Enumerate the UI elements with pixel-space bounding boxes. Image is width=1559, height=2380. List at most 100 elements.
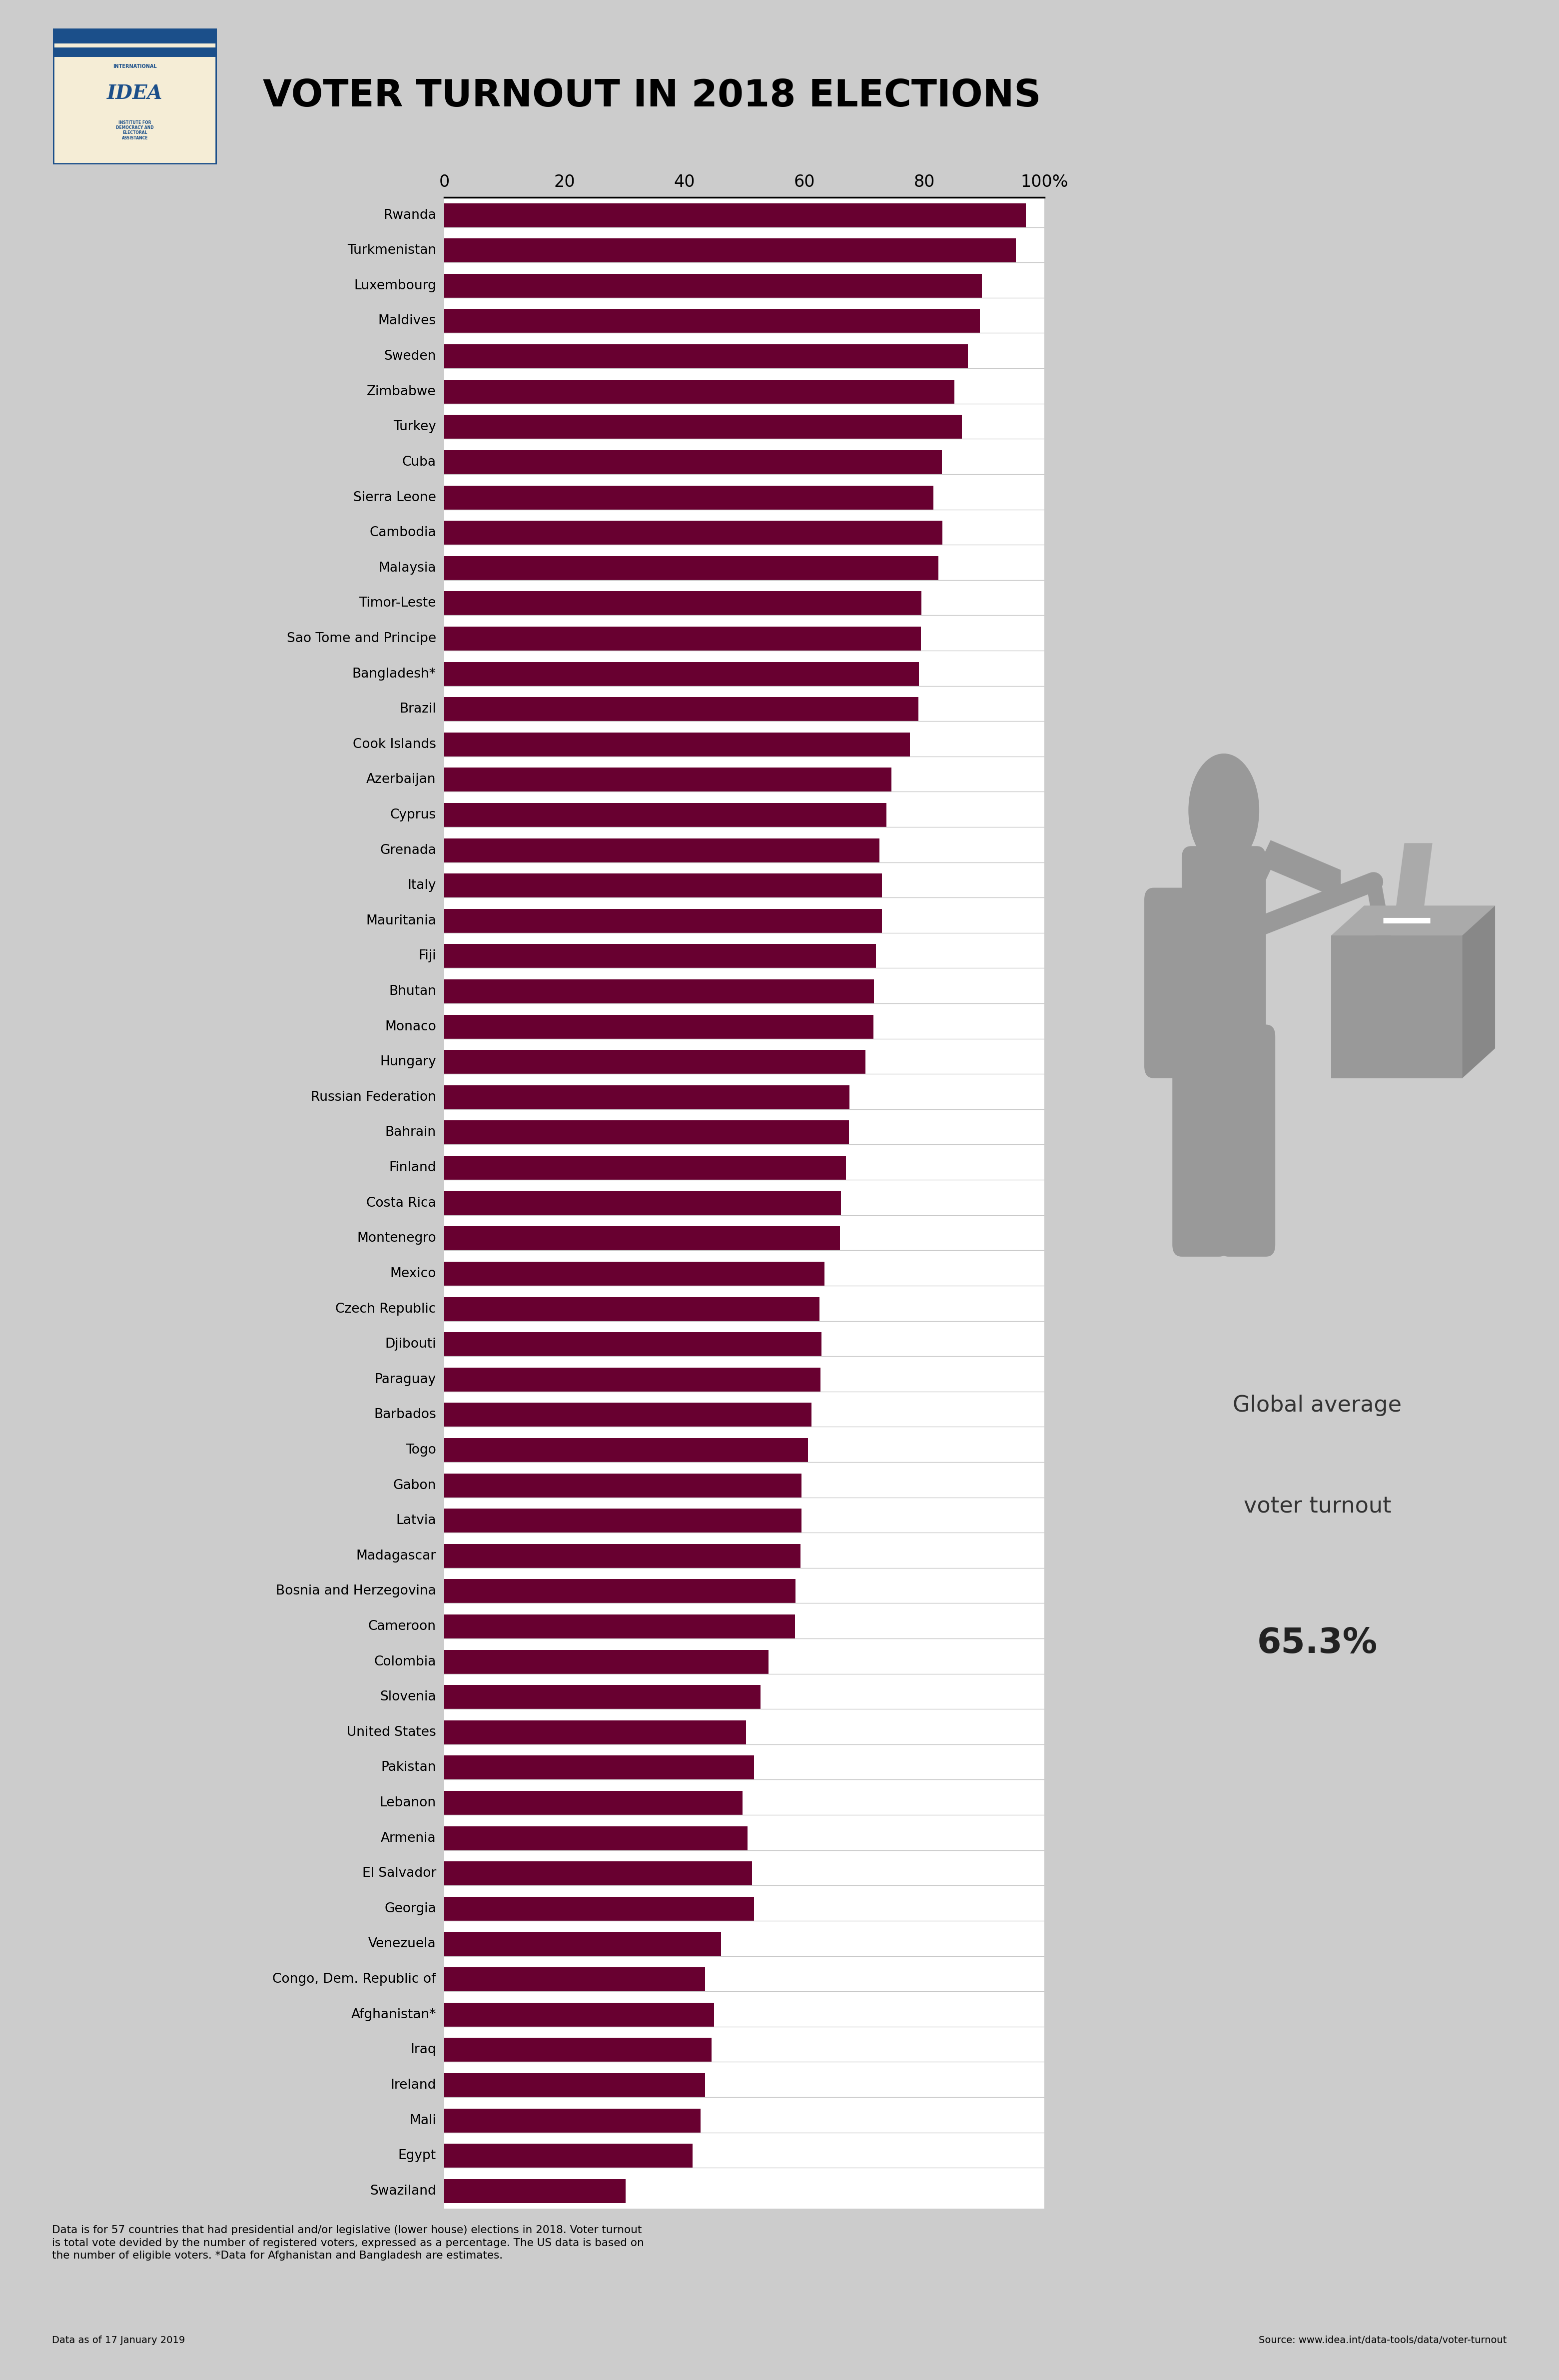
Bar: [444, 1190, 840, 1216]
Bar: [444, 1790, 742, 1816]
Bar: [444, 1933, 720, 1956]
Bar: [444, 1721, 747, 1745]
Text: INSTITUTE FOR
DEMOCRACY AND
ELECTORAL
ASSISTANCE: INSTITUTE FOR DEMOCRACY AND ELECTORAL AS…: [115, 121, 154, 140]
Text: Cuba: Cuba: [402, 455, 437, 469]
Text: Pakistan: Pakistan: [380, 1761, 437, 1773]
Bar: [444, 590, 921, 616]
Text: Zimbabwe: Zimbabwe: [366, 386, 437, 397]
Text: Iraq: Iraq: [410, 2044, 437, 2056]
Text: Armenia: Armenia: [380, 1833, 437, 1844]
Bar: [444, 557, 939, 581]
Text: Malaysia: Malaysia: [379, 562, 437, 574]
FancyBboxPatch shape: [1219, 1026, 1275, 1257]
Bar: [444, 1157, 847, 1180]
Text: Mauritania: Mauritania: [366, 914, 437, 928]
Text: Finland: Finland: [388, 1161, 437, 1173]
Bar: [53, 29, 217, 43]
Bar: [444, 1897, 755, 1921]
Bar: [444, 1861, 753, 1885]
Text: Egypt: Egypt: [398, 2149, 437, 2161]
Polygon shape: [1331, 907, 1495, 935]
Polygon shape: [1257, 840, 1341, 900]
Text: Timor-Leste: Timor-Leste: [359, 597, 437, 609]
Ellipse shape: [1190, 754, 1260, 866]
Text: Hungary: Hungary: [380, 1054, 437, 1069]
Text: El Salvador: El Salvador: [362, 1866, 437, 1880]
Text: Bhutan: Bhutan: [388, 985, 437, 997]
Bar: [444, 2037, 711, 2061]
Text: United States: United States: [346, 1725, 437, 1740]
Bar: [444, 1649, 769, 1673]
Text: Sao Tome and Principe: Sao Tome and Principe: [287, 633, 437, 645]
Bar: [444, 1014, 873, 1038]
Text: Mexico: Mexico: [390, 1266, 437, 1280]
Bar: [444, 202, 1026, 226]
Bar: [444, 1402, 812, 1426]
Bar: [444, 2109, 700, 2132]
Text: Mali: Mali: [410, 2113, 437, 2128]
Bar: [444, 486, 934, 509]
Bar: [444, 769, 892, 793]
Text: VOTER TURNOUT IN 2018 ELECTIONS: VOTER TURNOUT IN 2018 ELECTIONS: [263, 79, 1041, 114]
Text: Togo: Togo: [405, 1445, 437, 1457]
Text: Czech Republic: Czech Republic: [335, 1302, 437, 1316]
Text: Brazil: Brazil: [399, 702, 437, 716]
Text: Sierra Leone: Sierra Leone: [354, 490, 437, 505]
Text: Latvia: Latvia: [396, 1514, 437, 1528]
FancyBboxPatch shape: [1182, 845, 1266, 1061]
Text: Barbados: Barbados: [374, 1409, 437, 1421]
FancyBboxPatch shape: [1172, 1026, 1228, 1257]
Bar: [444, 274, 982, 298]
Bar: [444, 909, 882, 933]
Bar: [444, 2180, 625, 2204]
Text: Costa Rica: Costa Rica: [366, 1197, 437, 1209]
Bar: [444, 838, 879, 862]
Bar: [444, 1226, 840, 1250]
Text: IDEA: IDEA: [108, 83, 162, 102]
Bar: [444, 1261, 825, 1285]
Text: Cameroon: Cameroon: [368, 1621, 437, 1633]
Text: Congo, Dem. Republic of: Congo, Dem. Republic of: [273, 1973, 437, 1985]
Bar: [444, 1085, 850, 1109]
Bar: [444, 238, 1016, 262]
Text: Djibouti: Djibouti: [385, 1338, 437, 1352]
Text: Russian Federation: Russian Federation: [310, 1090, 437, 1104]
Text: Cambodia: Cambodia: [369, 526, 437, 540]
Text: Bahrain: Bahrain: [385, 1126, 437, 1140]
Text: Afghanistan*: Afghanistan*: [351, 2009, 437, 2021]
Bar: [444, 662, 920, 685]
Bar: [444, 697, 918, 721]
Bar: [444, 1825, 747, 1849]
Bar: [444, 345, 968, 369]
Bar: [444, 802, 887, 826]
Text: 65.3%: 65.3%: [1257, 1626, 1378, 1661]
Bar: [444, 2073, 705, 2097]
Text: Maldives: Maldives: [379, 314, 437, 328]
Text: Grenada: Grenada: [380, 845, 437, 857]
Bar: [444, 1333, 822, 1357]
Text: Venezuela: Venezuela: [368, 1937, 437, 1952]
Text: Swaziland: Swaziland: [369, 2185, 437, 2197]
Text: Slovenia: Slovenia: [380, 1690, 437, 1704]
Bar: [444, 1614, 795, 1637]
Text: Gabon: Gabon: [393, 1478, 437, 1492]
Text: Italy: Italy: [407, 878, 437, 892]
Bar: [444, 521, 943, 545]
Bar: [444, 1580, 795, 1604]
Text: INTERNATIONAL: INTERNATIONAL: [112, 64, 157, 69]
Text: Azerbaijan: Azerbaijan: [366, 774, 437, 785]
Bar: [444, 378, 954, 405]
Text: Global average: Global average: [1233, 1395, 1402, 1416]
Bar: [444, 414, 962, 438]
Text: Rwanda: Rwanda: [384, 209, 437, 221]
Bar: [444, 945, 876, 969]
Bar: [444, 733, 910, 757]
Text: Turkey: Turkey: [393, 421, 437, 433]
Text: Georgia: Georgia: [385, 1902, 437, 1916]
Bar: [1331, 935, 1462, 1078]
Text: Montenegro: Montenegro: [357, 1233, 437, 1245]
Text: Data as of 17 January 2019: Data as of 17 January 2019: [51, 2335, 186, 2344]
Text: Paraguay: Paraguay: [374, 1373, 437, 1385]
Text: Fiji: Fiji: [418, 950, 437, 962]
Bar: [444, 1545, 800, 1568]
